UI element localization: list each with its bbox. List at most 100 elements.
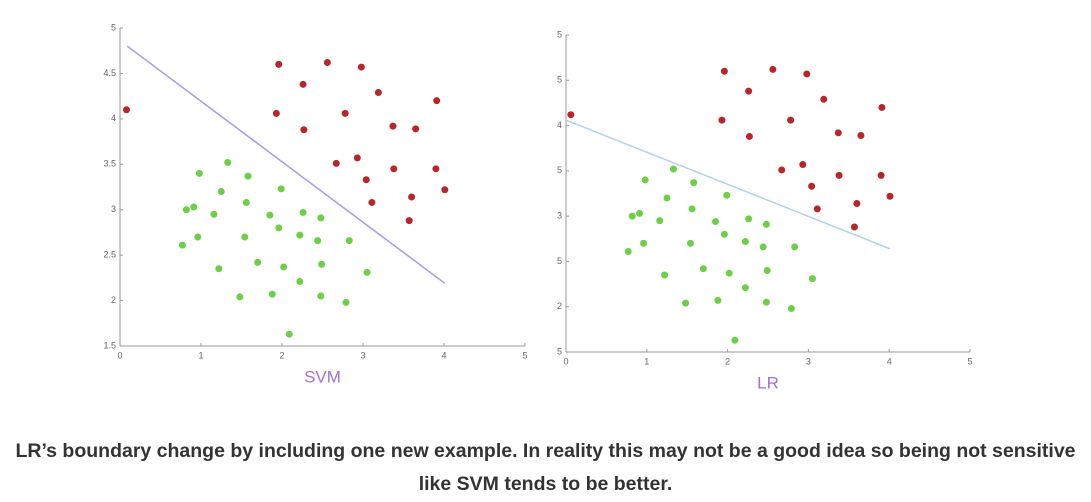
point <box>318 260 326 268</box>
point <box>317 214 325 222</box>
y-tick-label: 2 <box>557 301 562 311</box>
point <box>624 247 632 255</box>
point <box>741 238 749 246</box>
point <box>408 193 416 201</box>
y-tick-label: 5 <box>557 256 562 266</box>
point <box>390 165 398 173</box>
point <box>254 258 262 266</box>
y-tick-label: 5 <box>557 29 562 39</box>
point <box>718 116 726 124</box>
point <box>275 60 283 68</box>
point <box>194 233 202 241</box>
point <box>567 111 575 119</box>
point <box>745 132 753 140</box>
point <box>441 186 449 194</box>
point <box>857 132 865 140</box>
point <box>389 122 397 130</box>
y-tick-label: 3.5 <box>103 159 116 169</box>
point <box>374 89 382 97</box>
y-tick-label: 5 <box>111 22 116 32</box>
point <box>769 65 777 73</box>
y-tick-label: 4 <box>111 113 116 123</box>
point <box>787 305 795 313</box>
point <box>299 208 307 216</box>
x-tick-label: 0 <box>117 350 122 360</box>
x-tick-label: 1 <box>644 356 649 366</box>
x-tick-label: 3 <box>806 356 811 366</box>
point <box>296 231 304 239</box>
x-axis-label: SVM <box>304 367 341 386</box>
point <box>878 103 886 111</box>
point <box>720 230 728 238</box>
y-tick-label: 5 <box>557 346 562 356</box>
point <box>285 330 293 338</box>
point <box>405 217 413 225</box>
point <box>699 265 707 273</box>
point <box>725 269 733 277</box>
caption: LR’s boundary change by including one ne… <box>15 440 1076 495</box>
point <box>745 87 753 95</box>
point <box>277 185 285 193</box>
point <box>688 205 696 213</box>
x-tick-label: 0 <box>563 356 568 366</box>
point <box>663 194 671 202</box>
point <box>195 169 203 177</box>
point <box>432 165 440 173</box>
point <box>215 265 223 273</box>
x-tick-label: 3 <box>360 350 365 360</box>
y-tick-label: 4.5 <box>103 68 116 78</box>
point <box>628 212 636 220</box>
point <box>368 198 376 206</box>
point <box>280 263 288 271</box>
point <box>362 176 370 184</box>
point <box>636 209 644 217</box>
point <box>803 70 811 78</box>
x-tick-label: 4 <box>441 350 446 360</box>
point <box>341 109 349 117</box>
point <box>242 198 250 206</box>
point <box>275 224 283 232</box>
x-tick-label: 1 <box>198 350 203 360</box>
point <box>640 239 648 247</box>
point <box>690 179 698 187</box>
point <box>853 199 861 207</box>
point <box>268 290 276 298</box>
point <box>182 206 190 214</box>
point <box>682 299 690 307</box>
decision-boundary <box>565 119 891 250</box>
point <box>314 237 322 245</box>
x-tick-label: 4 <box>887 356 892 366</box>
point <box>641 176 649 184</box>
point <box>178 241 186 249</box>
y-tick-label: 3 <box>557 211 562 221</box>
point <box>661 271 669 279</box>
x-tick-label: 2 <box>725 356 730 366</box>
point <box>357 63 365 71</box>
point <box>345 237 353 245</box>
point <box>353 154 361 162</box>
x-tick-label: 5 <box>522 350 527 360</box>
point <box>763 266 771 274</box>
point <box>813 205 821 213</box>
point <box>342 298 350 306</box>
point <box>122 106 130 114</box>
point <box>820 95 828 103</box>
point <box>808 182 816 190</box>
point <box>835 171 843 179</box>
point <box>272 109 280 117</box>
point <box>720 67 728 75</box>
point <box>723 191 731 199</box>
y-tick-label: 5 <box>557 165 562 175</box>
point <box>656 217 664 225</box>
point <box>850 223 858 231</box>
point <box>363 268 371 276</box>
point <box>266 211 274 219</box>
point <box>799 161 807 169</box>
point <box>886 192 894 200</box>
point <box>686 239 694 247</box>
point <box>731 336 739 344</box>
point <box>317 292 325 300</box>
point <box>808 275 816 283</box>
